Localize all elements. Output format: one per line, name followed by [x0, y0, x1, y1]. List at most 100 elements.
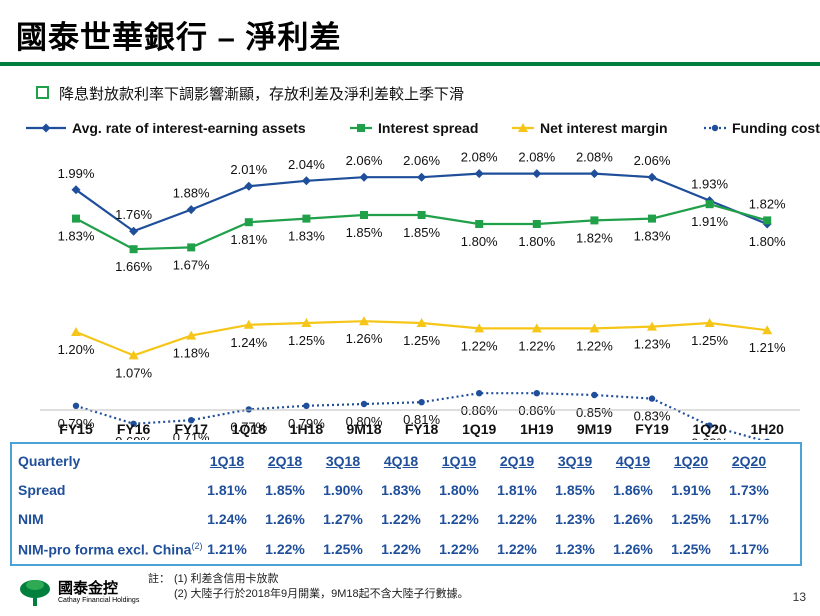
data-label-1-10: 1.83%: [634, 229, 671, 244]
data-point-2-1: [128, 350, 139, 360]
legend-marker-2: [518, 123, 528, 132]
table-header-cell: 4Q18: [383, 453, 419, 469]
data-label-1-8: 1.80%: [518, 234, 555, 249]
data-point-3-11: [706, 422, 713, 429]
data-point-3-6: [418, 399, 425, 406]
series-line-0: [75, 172, 768, 233]
footnotes-heading: 註：: [148, 573, 170, 585]
table-cell: 1.17%: [729, 541, 769, 557]
table-cell: 1.73%: [729, 482, 769, 498]
legend-label-1: Interest spread: [378, 120, 478, 136]
data-label-2-3: 1.24%: [230, 335, 267, 350]
data-point-1-3: [244, 218, 253, 227]
table-row: NIM-pro forma excl. China(2) 1.21% 1.22% 1.…: [12, 536, 800, 564]
table-cell: 1.25%: [323, 541, 363, 557]
data-label-2-12: 1.21%: [749, 340, 786, 355]
legend-label-2: Net interest margin: [540, 120, 668, 136]
footnote-1: (1) 利差含信用卡放款: [174, 573, 279, 585]
table-header-cell: 1Q19: [441, 453, 477, 469]
data-label-1-2: 1.67%: [173, 257, 210, 272]
data-label-2-10: 1.23%: [634, 337, 671, 352]
data-label-1-5: 1.85%: [346, 225, 383, 240]
data-point-0-6: [417, 172, 427, 182]
x-tick-label-7: 1Q19: [462, 421, 496, 437]
data-label-3-2: 0.71%: [173, 430, 210, 440]
table-cell: 1.22%: [497, 541, 537, 557]
table-cell: 1.17%: [729, 511, 769, 527]
table-header-cell: 3Q19: [557, 453, 593, 469]
data-label-2-11: 1.25%: [691, 333, 728, 348]
table-header-cell: 2Q20: [731, 453, 767, 469]
x-tick-label-11: 1Q20: [692, 421, 726, 437]
logo-english-name: Cathay Financial Holdings: [58, 597, 140, 604]
data-label-1-9: 1.82%: [576, 230, 613, 245]
data-point-2-7: [474, 323, 485, 333]
data-point-2-2: [186, 330, 197, 340]
data-point-3-1: [130, 420, 137, 427]
data-point-0-5: [359, 172, 369, 182]
table-cell: 1.26%: [613, 541, 653, 557]
data-label-0-12: 1.80%: [749, 234, 786, 249]
subtitle: 降息對放款利率下調影響漸顯，存放利差及淨利差較上季下滑: [36, 83, 464, 104]
square-bullet-icon: [36, 86, 49, 99]
data-point-0-9: [589, 169, 599, 179]
data-label-0-6: 2.06%: [403, 153, 440, 168]
data-label-3-7: 0.86%: [461, 403, 498, 418]
table-cell: 1.22%: [265, 541, 305, 557]
data-label-0-7: 2.08%: [461, 150, 498, 165]
data-point-3-12: [764, 438, 770, 440]
data-label-2-2: 1.18%: [173, 346, 210, 361]
legend-marker-0: [41, 123, 51, 133]
table-cell: 1.26%: [613, 511, 653, 527]
x-tick-label-2: FY17: [174, 421, 208, 437]
table-cell: 1.23%: [555, 511, 595, 527]
x-tick-label-10: FY19: [635, 421, 669, 437]
data-label-3-3: 0.77%: [230, 419, 267, 434]
quarterly-table: Quarterly 1Q18 2Q18 3Q18 4Q18 1Q19 2Q19 3Q19 4Q1…: [10, 442, 802, 566]
data-point-3-3: [245, 406, 252, 413]
data-point-2-8: [531, 323, 542, 333]
legend-label-3: Funding cost: [732, 120, 820, 136]
data-point-3-8: [533, 390, 540, 397]
legend-marker-3: [711, 124, 719, 132]
x-tick-label-6: FY18: [405, 421, 439, 437]
table-header-label: Quarterly: [18, 453, 81, 469]
x-tick-label-5: 9M18: [346, 421, 381, 437]
footnote-marker: (2): [191, 541, 203, 551]
data-label-2-0: 1.20%: [58, 342, 95, 357]
data-point-1-1: [129, 245, 138, 254]
table-cell: 1.22%: [439, 541, 479, 557]
subtitle-text: 降息對放款利率下調影響漸顯，存放利差及淨利差較上季下滑: [59, 86, 465, 103]
table-header-row: Quarterly 1Q18 2Q18 3Q18 4Q18 1Q19 2Q19 3Q19 4Q1…: [12, 448, 800, 476]
table-row: Spread 1.81% 1.85% 1.90% 1.83% 1.80% 1.81% 1.85…: [12, 477, 800, 505]
x-tick-label-8: 1H19: [520, 421, 554, 437]
data-point-3-0: [72, 402, 80, 409]
data-point-2-10: [647, 321, 657, 331]
table-cell: 1.83%: [381, 482, 421, 498]
table-cell: 1.26%: [265, 511, 305, 527]
table-cell: 1.25%: [671, 541, 711, 557]
data-label-0-4: 2.04%: [288, 157, 325, 172]
table-cell: 1.86%: [613, 482, 653, 498]
data-label-3-5: 0.80%: [346, 414, 383, 429]
data-label-1-3: 1.81%: [230, 232, 267, 247]
table-cell: 1.81%: [497, 482, 537, 498]
data-point-3-2: [188, 417, 195, 424]
data-label-3-9: 0.85%: [576, 405, 613, 420]
data-label-3-10: 0.83%: [634, 409, 671, 424]
data-point-3-9: [591, 391, 598, 399]
data-point-1-0: [72, 214, 80, 223]
table-cell: 1.25%: [671, 511, 711, 527]
data-point-1-11: [705, 200, 714, 209]
data-point-1-9: [590, 216, 599, 225]
data-point-0-3: [244, 181, 254, 191]
data-point-1-8: [532, 220, 541, 228]
table-cell: 1.22%: [381, 541, 421, 557]
data-point-0-0: [71, 185, 81, 195]
data-point-0-4: [301, 176, 311, 186]
table-row-label: Spread: [18, 482, 66, 498]
data-point-2-12: [762, 325, 773, 335]
logo-chinese-name: 國泰金控: [58, 580, 119, 597]
table-header-cell: 1Q20: [673, 453, 709, 469]
